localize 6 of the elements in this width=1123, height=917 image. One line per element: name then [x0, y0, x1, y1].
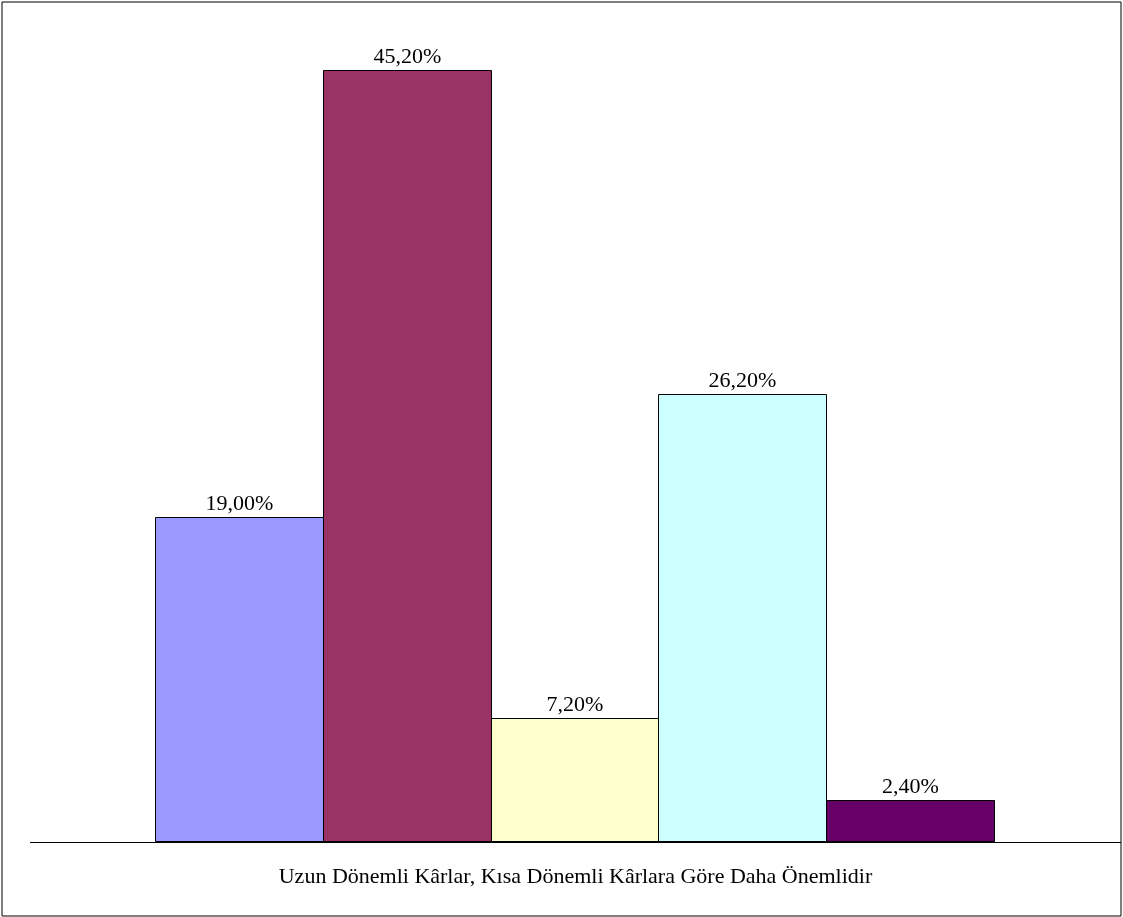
data-label: 2,40% [882, 772, 939, 798]
x-axis-title: Uzun Dönemli Kârlar, Kısa Dönemli Kârlara Göre Daha Önemlidir [278, 862, 873, 888]
data-label: 45,20% [373, 42, 442, 68]
data-label: 19,00% [205, 489, 274, 515]
data-label: 7,20% [546, 690, 604, 716]
data-label: 26,20% [708, 366, 777, 392]
